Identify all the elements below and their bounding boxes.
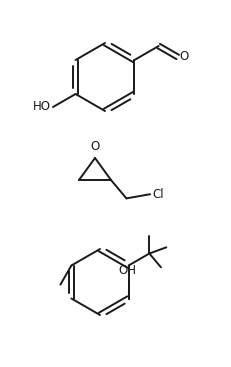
Text: Cl: Cl [152, 188, 164, 201]
Text: OH: OH [119, 264, 137, 276]
Text: O: O [90, 140, 100, 153]
Text: O: O [180, 51, 189, 63]
Text: HO: HO [33, 101, 51, 113]
